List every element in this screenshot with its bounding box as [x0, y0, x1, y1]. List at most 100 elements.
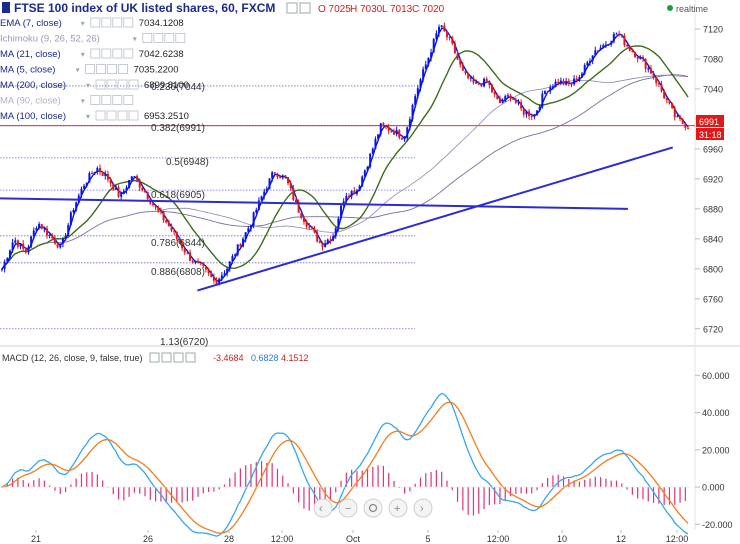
candle-body	[199, 262, 202, 264]
candle-body	[453, 43, 456, 54]
candle-body	[80, 188, 83, 196]
macd-tick-label: 60.000	[702, 371, 730, 381]
minus-icon: −	[345, 503, 351, 515]
price-tick-label: 6800	[703, 264, 723, 274]
macd-close-icon[interactable]	[173, 352, 184, 363]
settings-icon[interactable]	[299, 2, 311, 14]
macd-histogram-bar	[409, 487, 411, 492]
candle-body	[512, 98, 515, 100]
candle-body	[451, 37, 454, 44]
candle-body	[525, 111, 528, 115]
candle-body	[27, 246, 30, 253]
candle-body	[337, 218, 340, 229]
macd-histogram-bar	[144, 487, 146, 497]
candle-body	[146, 192, 149, 200]
candle-body	[308, 226, 311, 228]
macd-histogram-bar	[536, 487, 538, 491]
time-tick-label: 21	[31, 534, 41, 544]
candle-body	[506, 95, 509, 97]
candle-body	[120, 192, 123, 197]
candle-body	[249, 225, 252, 229]
candle-body	[69, 212, 72, 225]
candle-body	[85, 182, 88, 186]
candle-body	[3, 261, 6, 269]
macd-histogram-bar	[626, 487, 628, 490]
candle-body	[281, 175, 284, 178]
indicator-value: 7034.1208	[139, 18, 184, 29]
ohlc-open: O 7025	[318, 4, 351, 15]
candle-body	[43, 228, 46, 230]
macd-histogram-bar	[419, 477, 422, 488]
candle-body	[215, 280, 218, 284]
macd-histogram-bar	[589, 478, 591, 488]
macd-title[interactable]: MACD (12, 26, close, 9, false, true)	[2, 353, 143, 363]
candle-body	[591, 55, 594, 62]
zoom-out-button[interactable]: ‹	[313, 498, 333, 518]
candle-body	[657, 82, 660, 85]
candle-body	[35, 228, 38, 231]
macd-histogram-bar	[552, 475, 554, 488]
macd-histogram-bar	[547, 477, 549, 488]
chevron-left-icon: ‹	[319, 503, 323, 515]
candle-body	[541, 93, 544, 107]
candle-body	[660, 84, 663, 92]
candle-body	[297, 202, 300, 213]
time-tick-label: 28	[224, 534, 234, 544]
time-tick-label: 12	[616, 534, 626, 544]
indicator-control-icon	[164, 33, 175, 43]
candle-body	[61, 238, 64, 244]
candle-body	[83, 185, 86, 189]
indicator-control-icon	[95, 79, 106, 90]
candle-body	[268, 178, 271, 189]
macd-histogram-bar	[340, 480, 342, 488]
candle-body	[578, 77, 581, 81]
price-tick-label: 6760	[703, 294, 723, 304]
candle-body	[610, 41, 613, 45]
scroll-right-button[interactable]: ›	[413, 498, 433, 518]
last-price-badge-bg	[696, 115, 724, 127]
candle-body	[363, 170, 366, 177]
fib-label-0786: 0.786(6844)	[151, 238, 205, 249]
macd-histogram-bar	[223, 484, 226, 488]
macd-more-icon[interactable]	[185, 352, 196, 363]
candle-body	[443, 25, 446, 32]
reset-button[interactable]	[363, 498, 383, 518]
navigation-buttons: ‹ − + ›	[313, 498, 433, 518]
candle-body	[530, 116, 533, 118]
macd-histogram-bar	[525, 487, 528, 494]
macd-histogram-bar	[684, 487, 686, 502]
candle-body	[329, 239, 332, 241]
macd-histogram-bar	[86, 472, 88, 488]
indicator-value: 6953.2510	[144, 111, 189, 122]
macd-histogram-bar	[578, 481, 581, 488]
candle-body	[594, 50, 597, 56]
indicator-control-icon	[118, 64, 128, 74]
candle-body	[647, 68, 650, 70]
candle-body	[361, 176, 364, 187]
macd-histogram-bar	[123, 487, 125, 501]
indicator-control-icon	[112, 17, 123, 28]
macd-histogram-bar	[313, 487, 316, 510]
macd-settings-icon[interactable]	[161, 352, 172, 363]
eye-icon[interactable]	[286, 2, 298, 14]
macd-histogram-bar	[133, 487, 136, 493]
zoom-in-button[interactable]: +	[388, 498, 408, 518]
macd-tick-label: 0.000	[702, 483, 725, 493]
macd-eye-icon[interactable]	[149, 352, 160, 363]
last-price-badge: 6991	[699, 117, 719, 127]
candle-body	[366, 166, 369, 171]
candle-body	[313, 228, 316, 233]
candle-body	[218, 278, 221, 284]
candle-body	[467, 72, 470, 79]
candle-body	[445, 31, 448, 38]
plus-icon: +	[394, 503, 400, 515]
candle-body	[64, 236, 67, 239]
chart-title[interactable]: FTSE 100 index of UK listed shares, 60, …	[14, 1, 275, 15]
macd-histogram-bar	[234, 472, 236, 488]
scroll-left-button[interactable]: −	[338, 498, 358, 518]
fib-label-05: 0.5(6948)	[166, 157, 209, 168]
candle-body	[628, 46, 631, 51]
macd-histogram-bar	[91, 471, 93, 488]
macd-histogram-bar	[59, 487, 61, 494]
macd-histogram-bar	[112, 487, 114, 495]
